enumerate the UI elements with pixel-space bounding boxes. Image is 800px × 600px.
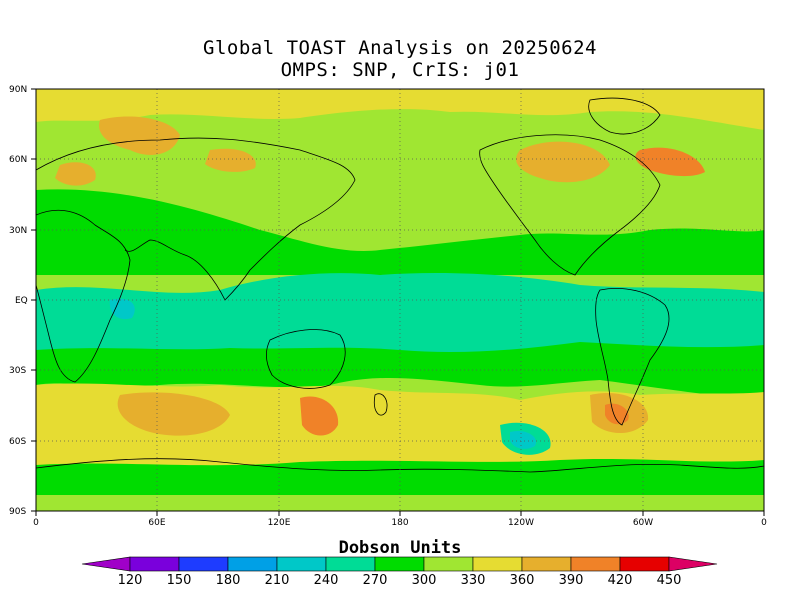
colorbar-segment	[325, 556, 376, 572]
patch-north-1	[99, 116, 180, 155]
map-title: Global TOAST Analysis on 20250624	[203, 37, 597, 59]
colorbar-label: 210	[265, 573, 290, 588]
colorbar-segment	[423, 556, 474, 572]
coast-africa	[36, 209, 131, 383]
lat-label-30s: 30S	[9, 366, 26, 376]
lon-label-0-right: 0	[761, 518, 767, 528]
band-tropical	[36, 273, 764, 353]
lon-label-60e: 60E	[148, 518, 165, 528]
colorbar-segments	[81, 556, 718, 572]
lat-label-eq: EQ	[15, 296, 28, 306]
lon-label-120e: 120E	[268, 518, 291, 528]
lon-axis: 0 60E 120E 180 120W 60W 0	[33, 511, 767, 528]
lat-label-90s: 90S	[9, 507, 26, 517]
colorbar-label: 120	[118, 573, 143, 588]
patch-north-2	[516, 141, 610, 183]
band-south-edge	[36, 495, 764, 511]
colorbar-label: 450	[657, 573, 682, 588]
colorbar-segment	[129, 556, 180, 572]
lat-label-30n: 30N	[9, 226, 27, 236]
colorbar-labels: 120 150 180 210 240 270 300 330 360 390 420 450	[118, 573, 682, 588]
patch-north-5	[205, 148, 256, 172]
coast-australia	[266, 329, 346, 389]
lat-label-90n: 90N	[9, 85, 27, 95]
coast-south-america	[595, 287, 670, 426]
colorbar-segment	[619, 556, 670, 572]
colorbar: Dobson Units 120 150 180 210 240 270 300 330 360…	[81, 538, 718, 588]
band-north-high	[36, 89, 764, 130]
patch-south-2	[300, 396, 339, 436]
patch-north-3	[635, 147, 705, 177]
coast-new-zealand	[373, 393, 388, 416]
lon-label-0-left: 0	[33, 518, 39, 528]
lat-label-60n: 60N	[9, 155, 27, 165]
map-subtitle: OMPS: SNP, CrIS: j01	[280, 59, 520, 81]
colorbar-segment	[227, 556, 278, 572]
lon-label-60w: 60W	[633, 518, 653, 528]
colorbar-arrow-low	[81, 556, 131, 572]
coast-antarctica	[36, 458, 764, 473]
colorbar-label: 270	[363, 573, 388, 588]
coast-greenland	[588, 97, 661, 135]
lon-ticks	[35, 511, 765, 516]
colorbar-label: 180	[216, 573, 241, 588]
gridlines	[36, 89, 764, 511]
lat-ticks	[31, 88, 36, 512]
colorbar-label: 330	[461, 573, 486, 588]
lat-label-60s: 60S	[9, 437, 26, 447]
colorbar-label: 420	[608, 573, 633, 588]
patch-tropical-1	[109, 298, 135, 320]
coast-north-america	[479, 134, 661, 276]
ozone-field	[36, 89, 764, 511]
colorbar-segment	[374, 556, 425, 572]
colorbar-label: 390	[559, 573, 584, 588]
coast-eurasia	[36, 137, 356, 301]
lat-axis: 90N 60N 30N EQ 30S 60S 90S	[9, 85, 36, 517]
colorbar-label: 240	[314, 573, 339, 588]
colorbar-label: 300	[412, 573, 437, 588]
colorbar-segment	[472, 556, 523, 572]
lon-label-180: 180	[391, 518, 408, 528]
colorbar-segment	[521, 556, 572, 572]
coastlines	[36, 97, 764, 473]
belt-north-subtropical	[36, 189, 764, 275]
patch-south-4	[605, 403, 629, 425]
colorbar-segment	[570, 556, 621, 572]
patch-north-4	[55, 162, 96, 186]
patch-south-1	[117, 392, 230, 436]
colorbar-label: 150	[167, 573, 192, 588]
patch-south-polar-2	[510, 430, 536, 449]
colorbar-arrow-high	[668, 556, 718, 572]
colorbar-segment	[178, 556, 229, 572]
colorbar-title: Dobson Units	[339, 538, 462, 558]
lon-label-120w: 120W	[508, 518, 534, 528]
colorbar-label: 360	[510, 573, 535, 588]
colorbar-segment	[276, 556, 327, 572]
